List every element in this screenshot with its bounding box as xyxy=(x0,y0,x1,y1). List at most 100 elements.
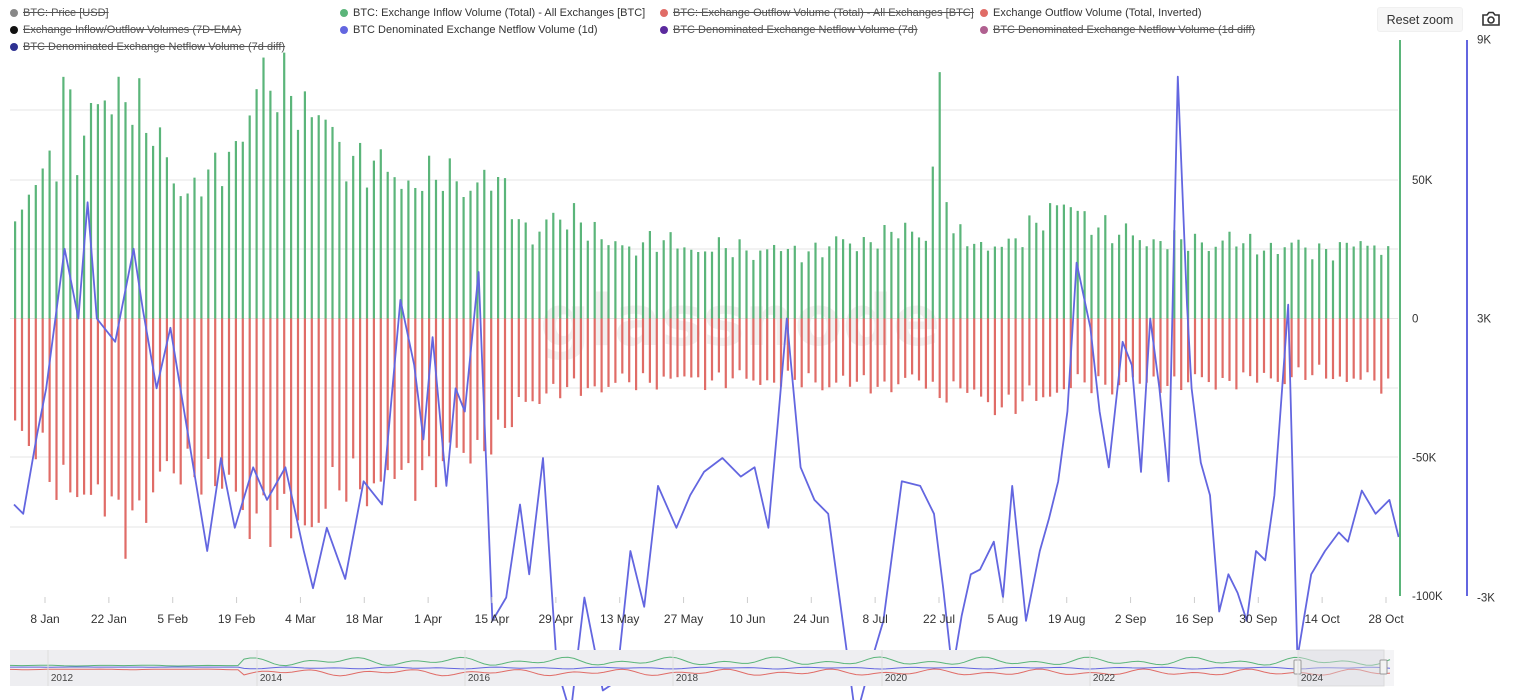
outflow-bar xyxy=(842,318,845,376)
inflow-bar xyxy=(1104,215,1107,319)
outflow-bar xyxy=(262,318,265,496)
inflow-bar xyxy=(138,78,141,319)
outflow-bar xyxy=(924,318,927,389)
inflow-bar xyxy=(1352,246,1355,319)
legend-item[interactable]: BTC Denominated Exchange Netflow Volume … xyxy=(10,41,285,53)
outflow-bar xyxy=(55,318,58,500)
outflow-bar xyxy=(352,318,355,459)
outflow-bar xyxy=(766,318,769,381)
inflow-bar xyxy=(759,250,762,319)
outflow-bar xyxy=(662,318,665,377)
inflow-bar xyxy=(1242,243,1245,319)
x-axis-tick-label: 4 Mar xyxy=(285,612,316,626)
legend-item[interactable]: BTC: Exchange Outflow Volume (Total) - A… xyxy=(660,7,974,19)
legend-item[interactable]: Exchange Inflow/Outflow Volumes (7D-EMA) xyxy=(10,24,241,36)
right-axis-tick-label: 3K xyxy=(1477,314,1491,326)
outflow-bar xyxy=(821,318,824,391)
inflow-bar xyxy=(938,72,941,319)
outflow-bar xyxy=(1173,318,1176,377)
x-axis-tick-label: 28 Oct xyxy=(1368,612,1404,626)
inflow-bar xyxy=(276,112,279,319)
inflow-bar xyxy=(911,231,914,319)
outflow-bar xyxy=(359,318,362,490)
outflow-bar xyxy=(110,318,113,497)
outflow-bar xyxy=(1062,318,1065,390)
outflow-bar xyxy=(62,318,65,465)
outflow-bar xyxy=(1187,318,1190,383)
inflow-bar xyxy=(876,248,879,319)
right-axis-tick-label: -3K xyxy=(1477,593,1495,605)
outflow-bar xyxy=(1159,318,1162,393)
outflow-bar xyxy=(510,318,513,428)
inflow-bar xyxy=(338,141,341,319)
outflow-bar xyxy=(559,318,562,399)
outflow-bar xyxy=(1276,318,1279,382)
reset-zoom-button[interactable]: Reset zoom xyxy=(1377,7,1463,32)
inflow-bar xyxy=(14,221,17,319)
x-axis-tick-label: 16 Sep xyxy=(1175,612,1213,626)
outflow-bar xyxy=(290,318,293,539)
outflow-bar xyxy=(269,318,272,547)
outflow-bar xyxy=(372,318,375,484)
outflow-bar xyxy=(773,318,776,383)
navigator-right-handle[interactable] xyxy=(1379,659,1388,675)
legend-item[interactable]: BTC Denominated Exchange Netflow Volume … xyxy=(660,24,918,36)
inflow-bar xyxy=(766,249,769,319)
legend-label: BTC Denominated Exchange Netflow Volume … xyxy=(353,24,598,36)
outflow-bar xyxy=(476,318,479,440)
outflow-bar xyxy=(980,318,983,397)
legend-item[interactable]: BTC Denominated Exchange Netflow Volume … xyxy=(340,24,598,36)
outflow-bar xyxy=(931,318,934,382)
legend-item[interactable]: BTC Denominated Exchange Netflow Volume … xyxy=(980,24,1255,36)
inflow-bar xyxy=(317,115,320,319)
outflow-bar xyxy=(200,318,203,495)
x-axis-ticks: 8 Jan 22 Jan 5 Feb 19 Feb 4 Mar 18 Mar 1 Apr 15… xyxy=(30,597,1404,626)
legend-label: Exchange Outflow Volume (Total, Inverted… xyxy=(993,7,1202,19)
inflow-bar xyxy=(704,251,707,319)
x-axis-tick-label: 14 Oct xyxy=(1304,612,1340,626)
inflow-bar xyxy=(476,182,479,319)
inflow-bar xyxy=(345,181,348,319)
outflow-bar xyxy=(117,318,120,500)
outflow-bar xyxy=(303,318,306,526)
outflow-bar xyxy=(421,318,424,471)
outflow-bar xyxy=(938,318,941,399)
inflow-bar xyxy=(1276,254,1279,319)
outflow-bar xyxy=(138,318,141,501)
outflow-bar xyxy=(614,318,617,383)
inflow-bar xyxy=(559,219,562,319)
inflow-bar xyxy=(1297,239,1300,319)
camera-icon[interactable] xyxy=(1480,10,1502,28)
x-axis-tick-label: 8 Jan xyxy=(30,612,59,626)
outflow-bar xyxy=(1352,318,1355,379)
x-axis-tick-label: 18 Mar xyxy=(346,612,383,626)
inflow-bar xyxy=(959,224,962,319)
inflow-bar xyxy=(1111,243,1114,319)
inflow-bar xyxy=(1228,231,1231,319)
inflow-bar xyxy=(807,251,810,319)
legend-item[interactable]: BTC: Price [USD] xyxy=(10,7,109,19)
x-axis-tick-label: 19 Feb xyxy=(218,612,256,626)
inflow-bar xyxy=(1207,251,1210,319)
inflow-bar xyxy=(207,169,210,319)
inflow-bar xyxy=(662,240,665,319)
inflow-bar xyxy=(55,181,58,319)
navigator-selection[interactable] xyxy=(1297,649,1385,687)
inflow-bar xyxy=(1269,242,1272,319)
legend-item[interactable]: Exchange Outflow Volume (Total, Inverted… xyxy=(980,7,1202,19)
inflow-bar xyxy=(1290,242,1293,319)
inflow-bar xyxy=(779,251,783,319)
inflow-bar xyxy=(510,219,513,319)
range-navigator[interactable]: 2012 2014 2016 2018 2020 2022 2024 xyxy=(9,649,1394,687)
outflow-bar xyxy=(641,318,645,374)
x-axis-tick-label: 5 Aug xyxy=(988,612,1019,626)
outflow-bar xyxy=(993,318,996,416)
outflow-bar xyxy=(428,318,431,457)
inflow-bar xyxy=(635,255,638,319)
legend-item[interactable]: BTC: Exchange Inflow Volume (Total) - Al… xyxy=(340,7,645,19)
outflow-bar xyxy=(14,318,17,421)
outflow-bar xyxy=(628,318,631,383)
inflow-bar xyxy=(1366,245,1369,319)
outflow-bar xyxy=(1145,318,1148,383)
